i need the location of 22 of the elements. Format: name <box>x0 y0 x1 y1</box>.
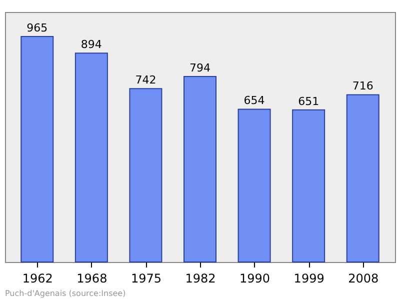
data-label: 894 <box>80 38 102 52</box>
x-tick-label: 1975 <box>130 272 162 286</box>
data-label: 794 <box>190 61 210 74</box>
bar <box>74 52 108 262</box>
x-tick-label: 1990 <box>240 272 270 286</box>
bar <box>20 36 54 262</box>
x-tick-label: 1999 <box>294 272 324 286</box>
bar <box>129 88 162 262</box>
x-tick-label: 1962 <box>22 272 53 286</box>
x-tick-label: 1982 <box>185 272 216 286</box>
data-label: 651 <box>298 94 320 108</box>
x-tick-label: 2008 <box>348 272 379 286</box>
text: Puch-d'Agenais (source:Insee) <box>5 289 126 298</box>
data-label: 742 <box>135 74 156 87</box>
bar <box>238 108 271 262</box>
bar <box>346 94 380 262</box>
bar <box>184 76 216 262</box>
x-tick-label: 1968 <box>76 272 108 286</box>
data-label: 716 <box>352 80 374 93</box>
data-label: 965 <box>26 22 48 35</box>
bar <box>292 109 326 262</box>
data-label: 654 <box>244 94 265 108</box>
